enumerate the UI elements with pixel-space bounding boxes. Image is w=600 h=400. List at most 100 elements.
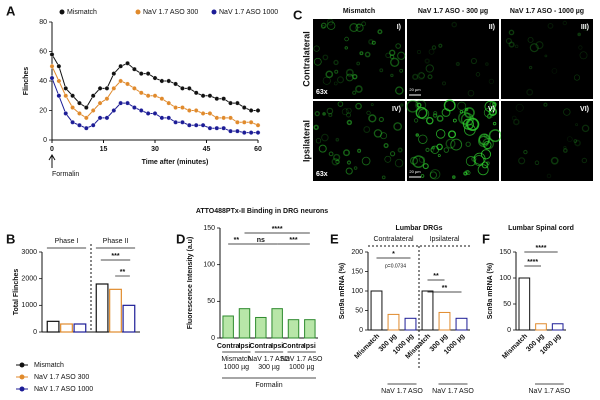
cell bbox=[356, 23, 361, 29]
point bbox=[152, 75, 158, 81]
x-tick-label: Contra bbox=[250, 343, 273, 350]
cell bbox=[416, 71, 426, 81]
cell bbox=[441, 81, 447, 86]
y-axis-label: Fluorescence Intensity (a.u) bbox=[187, 237, 194, 330]
point bbox=[228, 128, 233, 134]
cell bbox=[445, 138, 456, 149]
cell bbox=[343, 149, 350, 157]
cell bbox=[344, 36, 349, 42]
point bbox=[241, 119, 247, 125]
point bbox=[207, 125, 213, 131]
cell bbox=[322, 76, 331, 85]
x-axis-label: Formalin bbox=[255, 382, 282, 389]
bar bbox=[387, 313, 400, 331]
cell bbox=[424, 58, 430, 64]
point bbox=[234, 100, 240, 106]
cell bbox=[355, 102, 362, 110]
point bbox=[186, 108, 192, 113]
point bbox=[131, 85, 137, 91]
cell bbox=[315, 138, 322, 144]
cell bbox=[389, 54, 395, 60]
point bbox=[186, 122, 192, 128]
cell bbox=[345, 73, 354, 82]
cell bbox=[427, 74, 433, 80]
cell bbox=[389, 57, 400, 68]
y-tick-label: 3000 bbox=[21, 249, 37, 256]
cell bbox=[543, 102, 548, 107]
row-label: Ipsilateral bbox=[301, 120, 311, 162]
point bbox=[97, 85, 103, 91]
cell bbox=[581, 157, 588, 164]
cell bbox=[415, 133, 420, 137]
cell bbox=[336, 76, 344, 84]
micrograph bbox=[313, 19, 405, 99]
cell bbox=[364, 51, 371, 58]
cell bbox=[464, 107, 469, 112]
point bbox=[180, 105, 185, 110]
cell bbox=[465, 156, 476, 167]
cell bbox=[346, 160, 352, 165]
y-tick-label: 150 bbox=[203, 225, 215, 232]
point bbox=[131, 66, 137, 72]
cell bbox=[534, 160, 540, 165]
cell bbox=[415, 106, 428, 119]
cell bbox=[431, 45, 437, 50]
cell bbox=[455, 61, 460, 67]
point bbox=[56, 63, 62, 69]
x-tick-label: Mismatch bbox=[353, 333, 381, 361]
column-label: NaV 1.7 ASO - 300 µg bbox=[418, 8, 488, 15]
y-tick-label: 50 bbox=[503, 301, 511, 308]
point bbox=[104, 96, 110, 102]
y-axis-label: Scn9a mRNA (%) bbox=[339, 263, 346, 320]
y-tick-label: 80 bbox=[39, 19, 47, 26]
point bbox=[152, 111, 158, 116]
cell bbox=[574, 139, 581, 147]
point bbox=[248, 108, 254, 113]
cell bbox=[397, 147, 403, 153]
legend-marker bbox=[211, 9, 217, 15]
cell bbox=[458, 111, 472, 125]
cell bbox=[371, 40, 376, 45]
annotation: p=0.0734 bbox=[385, 263, 406, 269]
bar bbox=[421, 290, 434, 331]
cell bbox=[511, 115, 517, 121]
cell bbox=[528, 65, 533, 70]
cell bbox=[579, 51, 588, 60]
group-label: NaV 1.7 ASO bbox=[529, 388, 571, 395]
cell bbox=[547, 22, 554, 29]
cell bbox=[464, 124, 476, 136]
point bbox=[77, 122, 82, 128]
point bbox=[125, 100, 130, 106]
panel-letter: F bbox=[482, 231, 490, 246]
y-tick-label: 2000 bbox=[21, 276, 37, 283]
cell bbox=[326, 21, 336, 30]
cell bbox=[389, 49, 396, 56]
point bbox=[166, 115, 172, 121]
annotation: ** bbox=[234, 237, 240, 244]
x-tick-label: Ipsi bbox=[238, 343, 250, 350]
cell bbox=[337, 101, 344, 107]
y-axis-label: Flinches bbox=[23, 67, 30, 96]
cell bbox=[359, 51, 364, 56]
x-tick-label: 15 bbox=[100, 146, 108, 153]
cell bbox=[518, 157, 526, 165]
cell bbox=[563, 145, 567, 150]
x-tick-label: 60 bbox=[254, 146, 262, 153]
point bbox=[70, 93, 76, 99]
cell bbox=[335, 159, 340, 165]
y-tick-label: 60 bbox=[39, 48, 47, 55]
point bbox=[228, 115, 233, 121]
point bbox=[200, 122, 206, 128]
point bbox=[207, 111, 213, 116]
cell bbox=[577, 32, 581, 37]
micrograph bbox=[501, 101, 593, 181]
cell bbox=[477, 164, 489, 176]
cell bbox=[573, 74, 580, 81]
image-label: II) bbox=[489, 24, 495, 31]
y-tick-label: 50 bbox=[355, 307, 363, 314]
cell bbox=[527, 36, 534, 43]
y-tick-label: 150 bbox=[351, 268, 363, 275]
cell bbox=[420, 174, 425, 178]
cell bbox=[345, 68, 354, 77]
x-tick-label: Contra bbox=[217, 343, 240, 350]
